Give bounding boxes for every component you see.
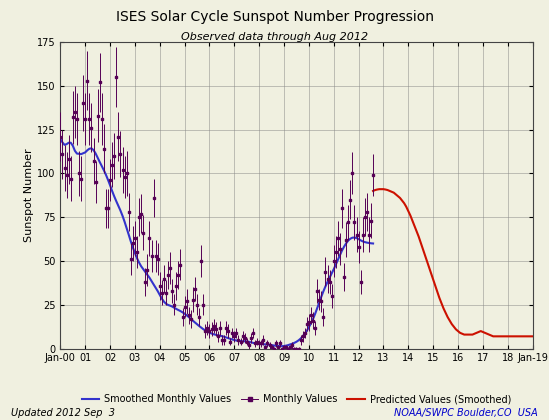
Y-axis label: Sunspot Number: Sunspot Number: [24, 149, 34, 242]
Text: Updated 2012 Sep  3: Updated 2012 Sep 3: [11, 408, 115, 418]
Text: NOAA/SWPC Boulder,CO  USA: NOAA/SWPC Boulder,CO USA: [394, 408, 538, 418]
Text: ISES Solar Cycle Sunspot Number Progression: ISES Solar Cycle Sunspot Number Progress…: [115, 10, 434, 24]
Legend: Smoothed Monthly Values, Monthly Values, Predicted Values (Smoothed): Smoothed Monthly Values, Monthly Values,…: [78, 390, 515, 408]
Text: Observed data through Aug 2012: Observed data through Aug 2012: [181, 32, 368, 42]
